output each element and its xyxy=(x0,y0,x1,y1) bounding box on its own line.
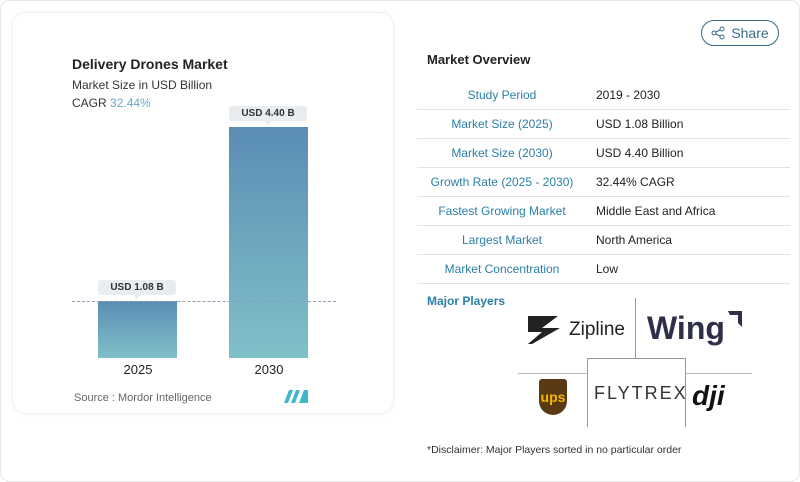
row-label: Fastest Growing Market xyxy=(438,204,566,218)
row-value: 32.44% CAGR xyxy=(596,175,675,189)
overview-row: Market Concentration Low xyxy=(417,254,790,284)
chart-subtitle: Market Size in USD Billion xyxy=(72,78,213,92)
share-label: Share xyxy=(731,25,769,41)
row-label: Market Size (2025) xyxy=(451,117,553,131)
row-label: Largest Market xyxy=(461,233,543,247)
zipline-logo-icon xyxy=(528,316,560,344)
cagr-label: CAGR xyxy=(72,96,107,110)
share-icon xyxy=(711,26,725,40)
overview-row: Fastest Growing Market Middle East and Af… xyxy=(417,196,790,226)
flytrex-box xyxy=(587,358,686,427)
row-value: 2019 - 2030 xyxy=(596,88,661,102)
row-value: USD 1.08 Billion xyxy=(596,117,684,131)
x-tick-label: 2025 xyxy=(123,362,153,377)
overview-row: Growth Rate (2025 - 2030) 32.44% CAGR xyxy=(417,167,790,197)
row-value: Low xyxy=(596,262,619,276)
chart-card xyxy=(12,12,394,414)
row-label: Market Concentration xyxy=(444,262,560,276)
flytrex-logo: FLYTREX xyxy=(594,383,688,403)
wing-arrow-icon xyxy=(728,311,742,327)
wing-logo: Wing xyxy=(647,310,725,346)
cagr: CAGR 32.44% xyxy=(72,96,151,110)
data-label: USD 4.40 B xyxy=(229,106,307,125)
bar-2030 xyxy=(229,127,308,358)
overview-row: Study Period 2019 - 2030 xyxy=(417,80,790,110)
row-value: USD 4.40 Billion xyxy=(596,146,684,160)
ups-logo: UPS xyxy=(539,379,567,415)
overview-row: Market Size (2030) USD 4.40 Billion xyxy=(417,138,790,168)
row-label: Market Size (2030) xyxy=(451,146,553,160)
overview-row: Largest Market North America xyxy=(417,225,790,255)
source: Source : Mordor Intelligence xyxy=(74,392,212,404)
row-label: Study Period xyxy=(467,88,537,102)
zipline-logo: Zipline xyxy=(569,319,625,340)
row-value: Middle East and Africa xyxy=(596,204,716,218)
share-button[interactable]: Share xyxy=(701,20,779,46)
chart-title: Delivery Drones Market xyxy=(72,56,228,72)
row-label: Growth Rate (2025 - 2030) xyxy=(430,175,574,189)
major-players-title: Major Players xyxy=(427,294,506,308)
bar-2025 xyxy=(98,301,177,358)
cagr-value: 32.44% xyxy=(110,96,151,110)
disclaimer: *Disclaimer: Major Players sorted in no … xyxy=(427,444,682,456)
divider xyxy=(635,298,636,358)
overview-title: Market Overview xyxy=(427,52,531,67)
data-label: USD 1.08 B xyxy=(98,280,176,300)
mordor-logo xyxy=(284,390,308,403)
row-value: North America xyxy=(596,233,673,247)
x-tick-label: 2030 xyxy=(254,362,284,377)
reference-line xyxy=(72,301,336,302)
dji-logo: DJI xyxy=(692,380,725,411)
overview-row: Market Size (2025) USD 1.08 Billion xyxy=(417,109,790,139)
